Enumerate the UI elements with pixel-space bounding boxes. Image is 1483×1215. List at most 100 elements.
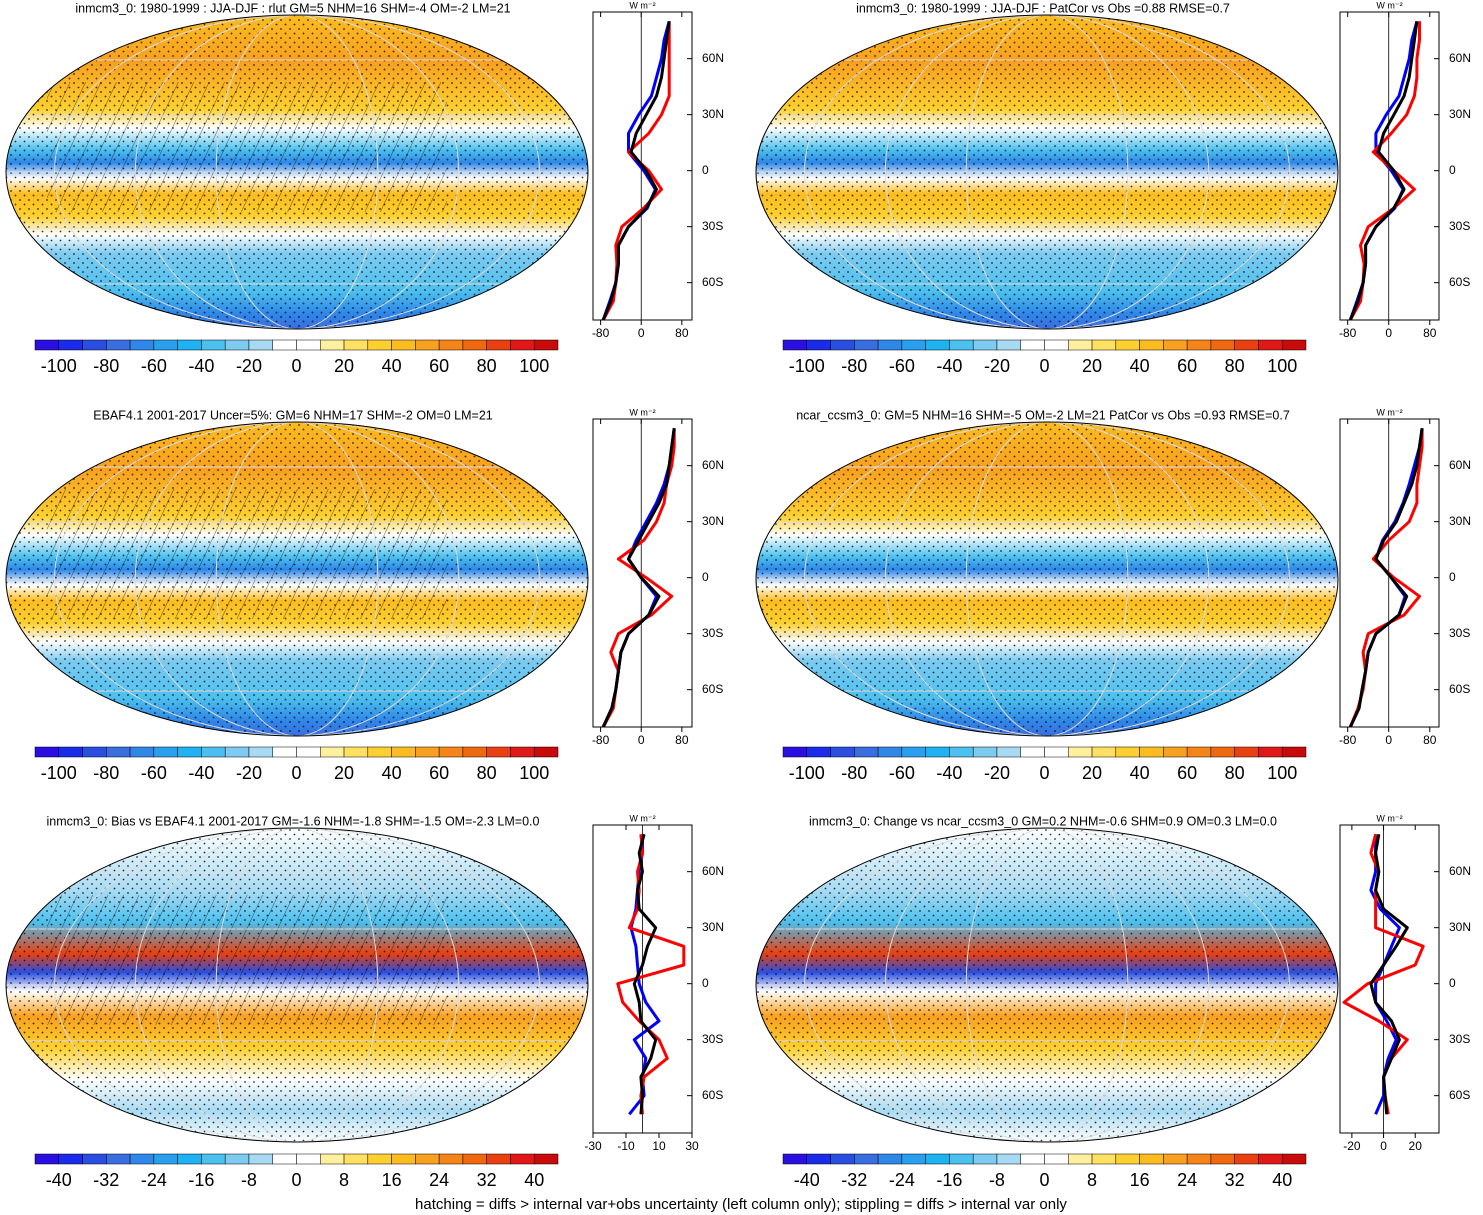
colorbar-label: -20 — [236, 763, 262, 783]
y-tick-label: 0 — [1449, 976, 1456, 990]
y-tick-label: 60S — [702, 275, 723, 289]
colorbar-box — [510, 746, 535, 758]
x-tick-label: 30 — [685, 1139, 699, 1153]
colorbar-label: 100 — [1267, 763, 1297, 783]
hatching — [47, 489, 447, 619]
colorbar-box — [82, 1153, 107, 1165]
y-tick-label: 30S — [702, 219, 723, 233]
colorbar-box — [224, 1153, 250, 1165]
x-tick-label: 0 — [1380, 1139, 1387, 1153]
zonal-line — [1348, 21, 1421, 321]
colorbar-label: 60 — [429, 763, 449, 783]
colorbar-box — [1115, 1153, 1140, 1165]
y-tick-label: 30N — [1449, 920, 1471, 934]
colorbar-box — [82, 339, 107, 351]
hatching — [47, 82, 447, 212]
x-tick-label: 20 — [1409, 1139, 1423, 1153]
map — [6, 422, 588, 736]
colorbar-label: 8 — [339, 1170, 349, 1190]
colorbar-box — [367, 339, 392, 351]
colorbar-box — [949, 339, 974, 351]
x-tick-label: 80 — [675, 326, 689, 340]
colorbar-box — [1115, 746, 1140, 758]
colorbar-label: -40 — [46, 1170, 72, 1190]
panel-title: inmcm3_0: 1980-1999 : JJA-DJF : PatCor v… — [856, 1, 1230, 15]
colorbar-box — [1258, 746, 1283, 758]
plot-frame — [1339, 824, 1440, 1134]
colorbar-box — [320, 1153, 345, 1165]
colorbar-box — [1163, 339, 1188, 351]
y-tick-label: 60S — [1449, 682, 1470, 696]
plot-frame — [592, 11, 693, 321]
y-tick-label: 60N — [702, 51, 724, 65]
colorbar-box — [830, 339, 855, 351]
map-border — [5, 827, 589, 1143]
y-tick-label: 60N — [702, 458, 724, 472]
colorbar-label: 80 — [1225, 356, 1245, 376]
x-tick-label: 0 — [638, 733, 645, 747]
colorbar-box — [177, 339, 202, 351]
colorbar-box — [415, 746, 440, 758]
colorbar-box — [58, 1153, 83, 1165]
colorbar-box — [58, 746, 83, 758]
colorbar-box — [1091, 1153, 1117, 1165]
colorbar-box — [854, 1153, 879, 1165]
colorbar-box — [1044, 339, 1069, 351]
colorbar-box — [1234, 339, 1259, 351]
colorbar-box — [996, 746, 1021, 758]
colorbar-box — [129, 339, 155, 351]
colorbar-label: 80 — [477, 356, 497, 376]
map-border — [5, 421, 589, 737]
colorbar-box — [877, 746, 903, 758]
colorbar-box — [1044, 746, 1069, 758]
colorbar-box — [1020, 746, 1045, 758]
colorbar-box — [830, 746, 855, 758]
x-tick-label: 0 — [1385, 733, 1392, 747]
zonal-line — [632, 833, 658, 1115]
colorbar-box — [415, 1153, 440, 1165]
colorbar-box — [806, 746, 831, 758]
colorbar-box — [201, 746, 226, 758]
colorbar-label: 16 — [1130, 1170, 1150, 1190]
colorbar-box — [1139, 746, 1164, 758]
colorbar-box — [58, 339, 83, 351]
colorbar-box — [1139, 339, 1164, 351]
x-tick-label: 0 — [638, 326, 645, 340]
map-border — [755, 421, 1339, 737]
colorbar-box — [949, 1153, 974, 1165]
panel: inmcm3_0: 1980-1999 : JJA-DJF : PatCor v… — [755, 0, 1471, 376]
colorbar-box — [1210, 1153, 1235, 1165]
panel: EBAF4.1 2001-2017 Uncer=5%: GM=6 NHM=17 … — [5, 407, 724, 783]
x-tick-label: 80 — [675, 733, 689, 747]
colorbar-box — [925, 339, 950, 351]
map — [756, 422, 1338, 736]
zonal-line — [601, 428, 676, 728]
colorbar-box — [1281, 339, 1307, 351]
colorbar-box — [925, 1153, 950, 1165]
colorbar-box — [1210, 339, 1235, 351]
y-tick-label: 30N — [702, 514, 724, 528]
colorbar-box — [901, 1153, 926, 1165]
colorbar-box — [972, 1153, 998, 1165]
zonal-line — [601, 21, 671, 321]
colorbar-label: 40 — [524, 1170, 544, 1190]
unit-label: W m⁻² — [629, 0, 655, 10]
colorbar-box — [106, 339, 131, 351]
colorbar-box — [367, 746, 392, 758]
colorbar-box — [1091, 339, 1117, 351]
colorbar-box — [201, 339, 226, 351]
colorbar-label: 40 — [1130, 356, 1150, 376]
colorbar-label: -100 — [789, 356, 825, 376]
colorbar-label: 32 — [1225, 1170, 1245, 1190]
colorbar-box — [272, 746, 297, 758]
map — [756, 828, 1338, 1142]
y-tick-label: 0 — [702, 976, 709, 990]
plot-frame — [1339, 418, 1440, 728]
colorbar-box — [1258, 339, 1283, 351]
colorbar-label: -40 — [794, 1170, 820, 1190]
panel-title: inmcm3_0: Change vs ncar_ccsm3_0 GM=0.2 … — [809, 814, 1277, 828]
colorbar-box — [901, 339, 926, 351]
colorbar-box — [106, 1153, 131, 1165]
colorbar-label: -60 — [889, 356, 915, 376]
x-tick-label: 80 — [1423, 733, 1437, 747]
